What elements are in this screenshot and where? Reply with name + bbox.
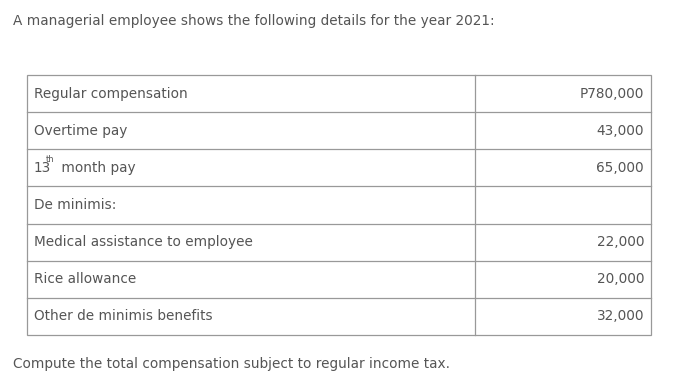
Text: Other de minimis benefits: Other de minimis benefits [34,309,213,324]
Text: 20,000: 20,000 [597,272,644,286]
Text: 65,000: 65,000 [597,161,644,175]
Text: P780,000: P780,000 [580,87,644,100]
Text: Compute the total compensation subject to regular income tax.: Compute the total compensation subject t… [13,357,450,371]
Text: th: th [46,155,55,164]
Bar [27,75,651,335]
Text: 22,000: 22,000 [597,235,644,249]
Text: De minimis:: De minimis: [34,198,117,212]
Text: Medical assistance to employee: Medical assistance to employee [34,235,253,249]
Text: 32,000: 32,000 [597,309,644,324]
Text: month pay: month pay [57,161,136,175]
Text: Overtime pay: Overtime pay [34,124,127,138]
Text: Regular compensation: Regular compensation [34,87,188,100]
Text: 43,000: 43,000 [597,124,644,138]
Text: A managerial employee shows the following details for the year 2021:: A managerial employee shows the followin… [13,14,495,28]
Text: 13: 13 [34,161,52,175]
Text: Rice allowance: Rice allowance [34,272,136,286]
